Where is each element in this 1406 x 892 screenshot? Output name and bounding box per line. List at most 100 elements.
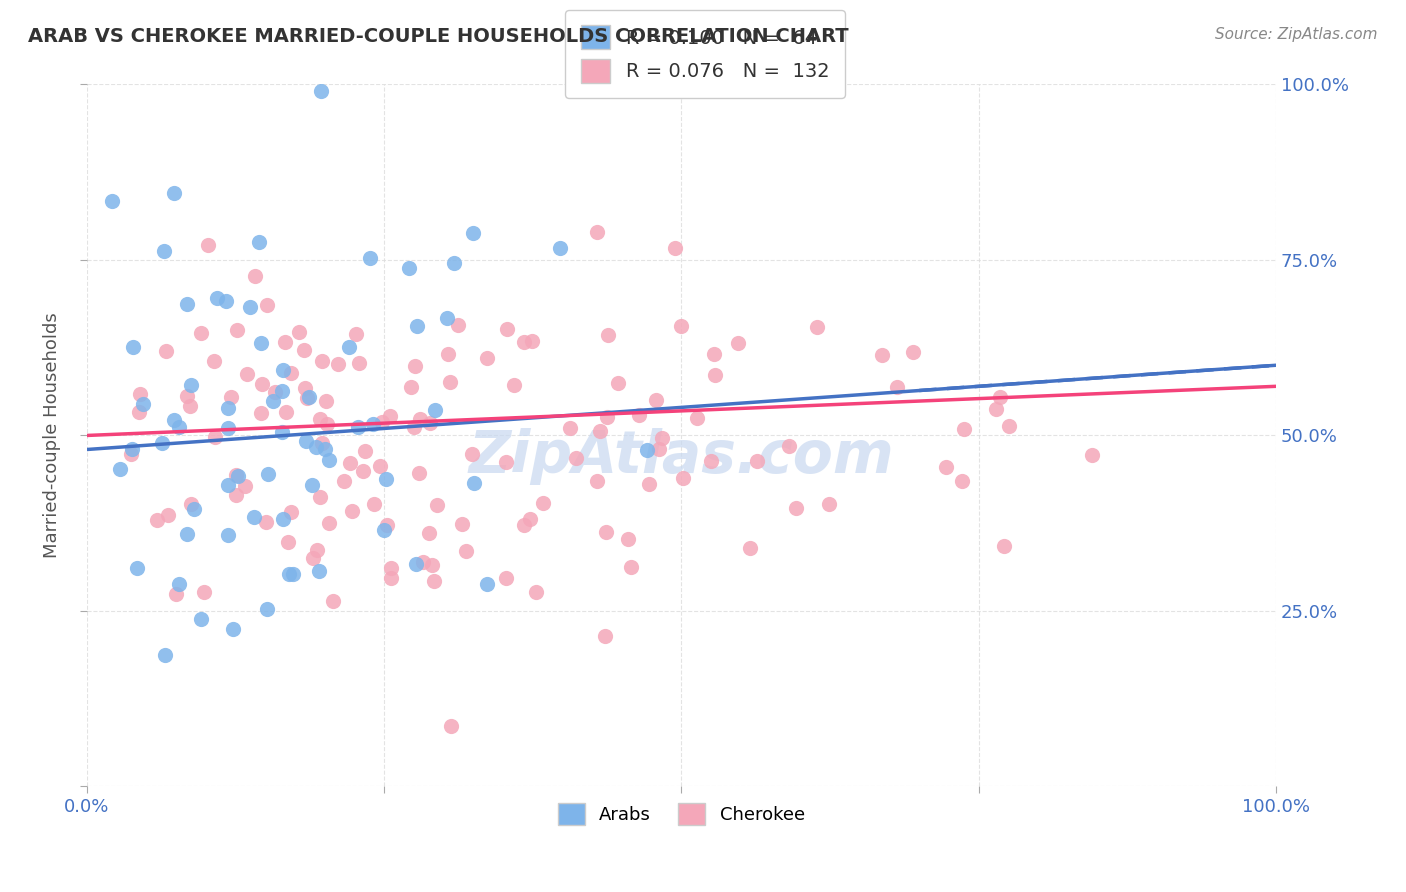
Point <box>179 399 201 413</box>
Point <box>703 347 725 361</box>
Point <box>778 439 800 453</box>
Point <box>311 353 333 368</box>
Point <box>256 601 278 615</box>
Point <box>373 523 395 537</box>
Point <box>283 566 305 581</box>
Point <box>294 381 316 395</box>
Point <box>617 532 640 546</box>
Point <box>593 629 616 643</box>
Point <box>280 367 302 381</box>
Point <box>337 340 360 354</box>
Point <box>818 497 841 511</box>
Point <box>215 294 238 309</box>
Point <box>129 386 152 401</box>
Point <box>460 447 482 461</box>
Point <box>250 377 273 392</box>
Point <box>368 458 391 473</box>
Point <box>180 378 202 392</box>
Point <box>727 335 749 350</box>
Point <box>636 442 658 457</box>
Point <box>217 401 239 415</box>
Point <box>984 402 1007 417</box>
Point <box>183 502 205 516</box>
Point <box>204 430 226 444</box>
Point <box>292 343 315 358</box>
Point <box>167 576 190 591</box>
Point <box>167 419 190 434</box>
Point <box>436 310 458 325</box>
Point <box>340 504 363 518</box>
Point <box>280 505 302 519</box>
Text: ZipAtlas.com: ZipAtlas.com <box>468 428 894 485</box>
Point <box>669 319 692 334</box>
Point <box>461 226 484 240</box>
Point <box>308 564 330 578</box>
Point <box>686 411 709 425</box>
Point <box>380 561 402 575</box>
Point <box>524 585 547 599</box>
Point <box>703 368 725 382</box>
Point <box>404 359 426 373</box>
Point <box>700 453 723 467</box>
Point <box>217 420 239 434</box>
Point <box>322 594 344 608</box>
Point <box>225 467 247 482</box>
Point <box>176 526 198 541</box>
Point <box>302 550 325 565</box>
Point <box>420 558 443 573</box>
Point <box>287 326 309 340</box>
Point <box>419 416 441 430</box>
Point <box>121 442 143 456</box>
Point <box>399 379 422 393</box>
Point <box>309 490 332 504</box>
Point <box>495 455 517 469</box>
Point <box>651 431 673 445</box>
Point <box>405 318 427 333</box>
Point <box>264 384 287 399</box>
Point <box>190 611 212 625</box>
Point <box>155 648 177 662</box>
Point <box>226 468 249 483</box>
Point <box>512 518 534 533</box>
Point <box>222 622 245 636</box>
Point <box>256 298 278 312</box>
Point <box>307 543 329 558</box>
Point <box>740 541 762 556</box>
Point <box>339 456 361 470</box>
Point <box>353 444 375 458</box>
Point <box>596 410 619 425</box>
Point <box>375 517 398 532</box>
Point <box>277 535 299 549</box>
Point <box>274 335 297 350</box>
Point <box>564 451 586 466</box>
Point <box>347 420 370 434</box>
Point <box>998 419 1021 434</box>
Point <box>371 416 394 430</box>
Point <box>347 356 370 370</box>
Point <box>120 447 142 461</box>
Point <box>550 241 572 255</box>
Point <box>315 394 337 409</box>
Point <box>363 497 385 511</box>
Point <box>463 475 485 490</box>
Point <box>155 343 177 358</box>
Point <box>426 498 449 512</box>
Point <box>277 567 299 582</box>
Point <box>664 241 686 255</box>
Point <box>531 496 554 510</box>
Point <box>648 442 671 457</box>
Point <box>122 340 145 354</box>
Point <box>405 557 427 571</box>
Point <box>418 526 440 541</box>
Point <box>176 297 198 311</box>
Point <box>747 454 769 468</box>
Point <box>108 462 131 476</box>
Point <box>901 345 924 359</box>
Point <box>439 375 461 389</box>
Point <box>586 475 609 489</box>
Point <box>318 516 340 531</box>
Point <box>221 390 243 404</box>
Point <box>318 453 340 467</box>
Point <box>235 479 257 493</box>
Point <box>595 525 617 540</box>
